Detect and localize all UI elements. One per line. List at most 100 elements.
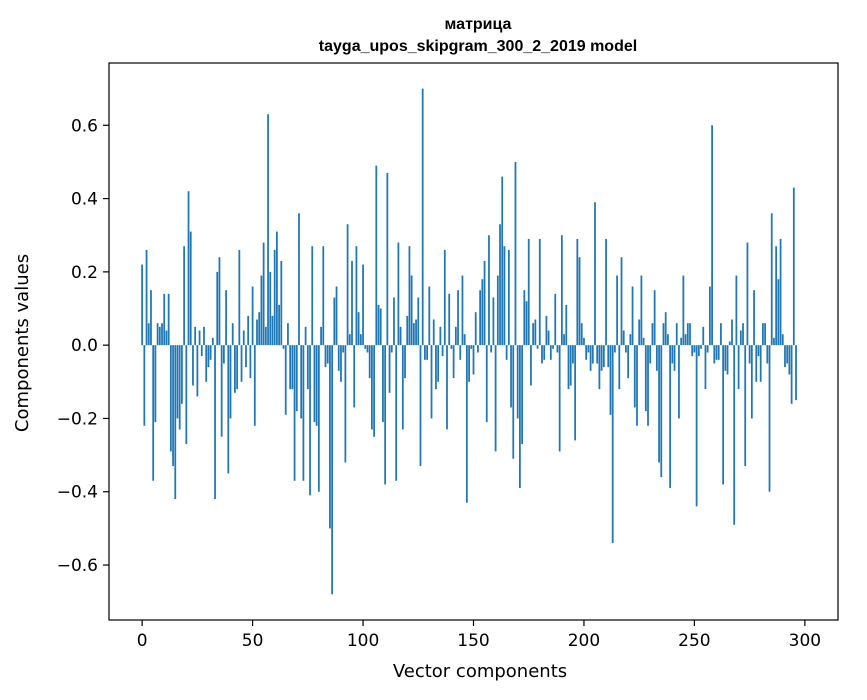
bar-181 xyxy=(541,345,543,364)
bar-252 xyxy=(697,345,700,357)
bar-94 xyxy=(348,334,351,346)
bar-193 xyxy=(567,345,570,390)
bar-29 xyxy=(205,345,208,382)
bar-191 xyxy=(563,334,565,346)
bar-179 xyxy=(536,345,539,349)
bar-262 xyxy=(720,323,722,346)
bar-247 xyxy=(686,323,689,346)
bar-53 xyxy=(258,312,261,346)
bar-196 xyxy=(574,345,576,441)
bar-294 xyxy=(790,345,793,404)
bar-223 xyxy=(633,345,636,408)
bar-93 xyxy=(346,224,349,346)
bar-287 xyxy=(775,246,778,346)
bar-282 xyxy=(764,323,766,346)
x-tick-label: 300 xyxy=(789,631,821,651)
bar-128 xyxy=(424,345,426,360)
bar-79 xyxy=(315,345,318,426)
bar-208 xyxy=(600,345,603,371)
bar-10 xyxy=(163,293,166,346)
bar-95 xyxy=(351,260,353,346)
bar-135 xyxy=(439,326,442,346)
bar-267 xyxy=(731,319,733,346)
bar-72 xyxy=(300,345,303,419)
bar-253 xyxy=(700,345,702,349)
bar-274 xyxy=(746,242,749,346)
bar-243 xyxy=(678,345,680,419)
bar-292 xyxy=(786,345,789,364)
bar-258 xyxy=(711,125,713,346)
bar-37 xyxy=(222,345,225,364)
bar-5 xyxy=(152,345,155,481)
bar-250 xyxy=(693,345,696,353)
bar-45 xyxy=(240,345,243,382)
bar-87 xyxy=(333,297,336,346)
x-tick-label: 0 xyxy=(137,631,148,651)
bar-102 xyxy=(366,345,369,353)
bar-124 xyxy=(415,319,417,346)
chart-title-line2: tayga_upos_skipgram_300_2_2019 model xyxy=(319,38,637,55)
bar-15 xyxy=(174,345,177,500)
bar-83 xyxy=(324,345,327,368)
bar-263 xyxy=(722,345,725,485)
bar-277 xyxy=(753,290,755,346)
bar-46 xyxy=(242,330,245,346)
bar-107 xyxy=(377,304,380,346)
bar-186 xyxy=(552,345,554,349)
bar-109 xyxy=(382,345,384,423)
bar-127 xyxy=(421,88,424,346)
bar-173 xyxy=(523,290,526,346)
bar-198 xyxy=(578,257,581,346)
bar-34 xyxy=(216,271,219,346)
bar-113 xyxy=(390,345,393,353)
bar-92 xyxy=(344,345,347,463)
y-tick-label: −0.6 xyxy=(57,556,98,576)
y-tick-label: −0.4 xyxy=(57,483,98,503)
bar-63 xyxy=(280,260,283,346)
bar-103 xyxy=(368,345,371,379)
bar-89 xyxy=(337,345,340,371)
bar-202 xyxy=(587,345,590,353)
bar-73 xyxy=(302,345,305,481)
bar-200 xyxy=(583,337,585,346)
bar-69 xyxy=(293,345,296,481)
bar-141 xyxy=(452,345,455,379)
bar-6 xyxy=(154,345,157,423)
bar-91 xyxy=(342,345,345,353)
bar-27 xyxy=(200,345,203,357)
x-tick-label: 50 xyxy=(242,631,264,651)
bar-118 xyxy=(401,345,404,430)
bar-47 xyxy=(245,345,247,368)
bar-12 xyxy=(167,293,170,346)
bar-235 xyxy=(660,345,663,478)
bar-62 xyxy=(278,304,280,346)
bar-229 xyxy=(647,345,649,426)
bar-264 xyxy=(724,345,727,371)
bar-88 xyxy=(335,286,338,346)
bar-164 xyxy=(503,246,506,346)
bar-8 xyxy=(158,326,161,346)
bar-138 xyxy=(446,345,448,430)
bar-213 xyxy=(611,345,614,544)
bar-42 xyxy=(234,345,236,393)
bar-158 xyxy=(490,345,493,353)
bar-221 xyxy=(629,334,632,346)
bar-82 xyxy=(322,246,325,346)
bar-56 xyxy=(264,326,267,346)
bar-32 xyxy=(211,337,214,346)
bar-3 xyxy=(147,323,150,346)
y-tick-label: −0.2 xyxy=(57,409,98,429)
bar-148 xyxy=(468,345,470,382)
bar-155 xyxy=(483,260,486,346)
bar-183 xyxy=(545,315,548,346)
bar-174 xyxy=(525,301,528,346)
bar-54 xyxy=(260,275,263,346)
bar-142 xyxy=(454,326,457,346)
bar-203 xyxy=(589,345,592,371)
bar-131 xyxy=(430,345,433,419)
bar-266 xyxy=(728,341,731,346)
bar-132 xyxy=(432,319,435,346)
bar-31 xyxy=(209,345,212,360)
bar-151 xyxy=(474,312,477,346)
